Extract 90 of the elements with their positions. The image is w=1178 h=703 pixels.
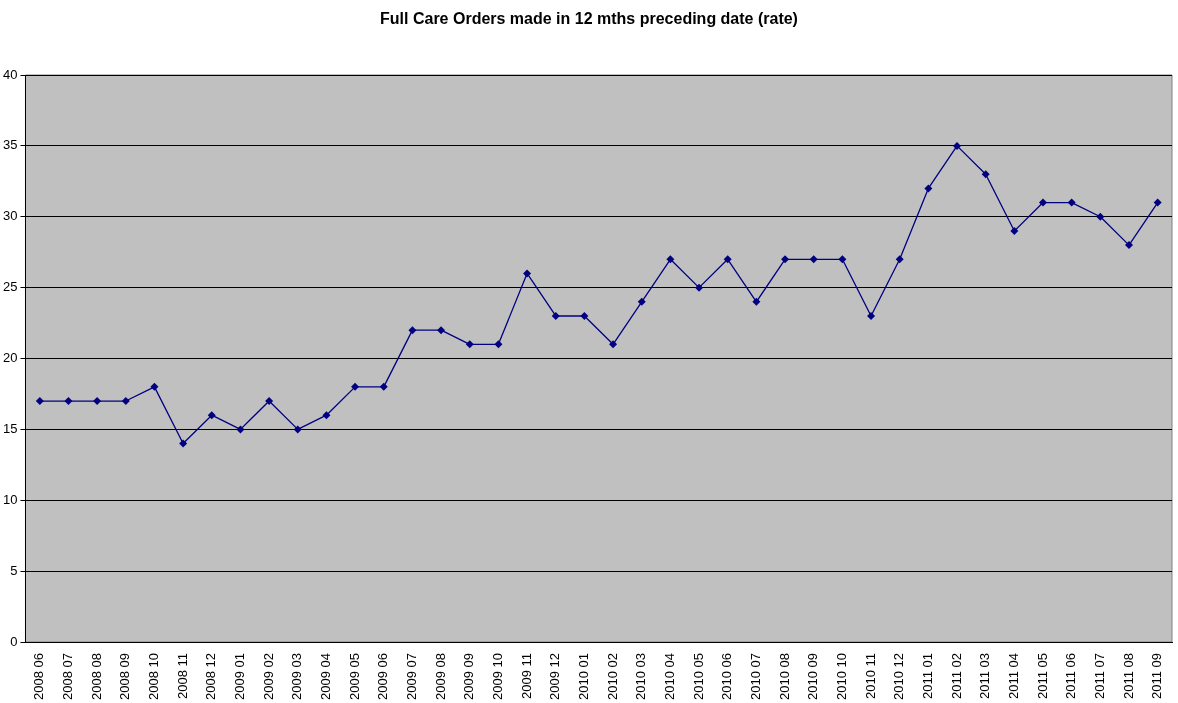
- x-tick-label: 2011 04: [1005, 653, 1021, 700]
- chart-title: Full Care Orders made in 12 mths preceding date (rate): [379, 9, 799, 29]
- point: [1067, 198, 1076, 207]
- x-tick-label: 2008 10: [146, 653, 162, 701]
- x-tick-label: 2010 06: [719, 653, 735, 701]
- point: [93, 397, 102, 406]
- point: [666, 255, 675, 264]
- point: [867, 311, 876, 320]
- x-tick-label: 2009 06: [375, 653, 391, 701]
- x-tick-label: 2009 07: [404, 653, 419, 701]
- point: [1096, 212, 1105, 221]
- x-tick-label: 2011 07: [1091, 653, 1107, 700]
- point: [523, 269, 532, 278]
- y-tick-label: 35: [2, 137, 18, 153]
- point: [809, 255, 818, 264]
- x-tick-label: 2008 12: [203, 653, 219, 701]
- point: [609, 340, 618, 349]
- point: [723, 255, 732, 264]
- x-tick-label: 2008 06: [31, 653, 47, 701]
- y-tick-label: 30: [2, 208, 18, 224]
- x-tick-label: 2010 09: [805, 653, 821, 701]
- x-tick-label: 2011 09: [1149, 653, 1165, 700]
- x-tick-label: 2010 04: [661, 653, 677, 701]
- x-tick-label: 2009 10: [489, 653, 505, 701]
- x-tick-label: 2011 03: [977, 653, 993, 700]
- y-tick-label: 10: [2, 491, 18, 507]
- point: [953, 141, 962, 150]
- point: [1125, 241, 1134, 250]
- point: [1039, 198, 1048, 207]
- point: [322, 411, 331, 420]
- x-tick-label: 2010 07: [747, 653, 763, 701]
- point: [752, 297, 761, 306]
- point: [1153, 198, 1162, 207]
- point: [35, 397, 44, 406]
- x-tick-label: 2009 03: [289, 653, 305, 701]
- point: [465, 340, 474, 349]
- x-tick-label: 2011 08: [1120, 653, 1136, 700]
- x-tick-label: 2008 07: [60, 653, 76, 701]
- x-tick-label: 2009 02: [260, 653, 276, 701]
- x-tick-label: 2011 05: [1034, 653, 1050, 700]
- y-tick-label: 0: [10, 633, 18, 649]
- x-tick-label: 2011 06: [1063, 653, 1079, 700]
- point: [494, 340, 503, 349]
- x-tick-label: 2009 01: [232, 653, 248, 701]
- x-tick-label: 2010 12: [891, 653, 907, 701]
- point: [236, 425, 245, 434]
- point: [1010, 226, 1019, 235]
- x-tick-label: 2010 01: [575, 653, 591, 701]
- point: [293, 425, 302, 434]
- point: [179, 439, 188, 448]
- point: [150, 382, 159, 391]
- x-tick-label: 2008 08: [88, 653, 104, 701]
- y-tick-label: 15: [2, 420, 18, 436]
- x-tick-label: 2010 02: [604, 653, 620, 701]
- point: [924, 184, 933, 193]
- x-tick-label: 2010 03: [633, 653, 649, 701]
- x-tick-label: 2009 09: [461, 653, 477, 701]
- x-tick-label: 2008 09: [117, 653, 133, 701]
- point: [437, 326, 446, 335]
- x-tick-label: 2010 08: [776, 653, 792, 701]
- y-tick-label: 25: [2, 279, 18, 295]
- point: [64, 397, 73, 406]
- point: [637, 297, 646, 306]
- x-tick-label: 2008 11: [174, 653, 190, 700]
- x-tick-label: 2010 11: [862, 653, 878, 700]
- x-tick-label: 2010 10: [833, 653, 849, 701]
- x-tick-label: 2009 12: [547, 653, 563, 701]
- x-tick-label: 2009 05: [346, 653, 362, 701]
- point: [895, 255, 904, 264]
- x-tick-label: 2011 02: [948, 653, 964, 700]
- x-tick-label: 2009 08: [432, 653, 448, 701]
- point: [379, 382, 388, 391]
- x-tick-label: 2010 05: [690, 653, 706, 701]
- y-tick-label: 40: [2, 66, 18, 82]
- x-tick-label: 2009 04: [318, 653, 333, 701]
- point: [838, 255, 847, 264]
- point: [408, 326, 417, 335]
- point: [121, 397, 130, 406]
- point: [695, 283, 704, 292]
- point: [781, 255, 790, 264]
- point: [981, 170, 990, 179]
- point: [351, 382, 360, 391]
- point: [207, 411, 216, 420]
- y-tick-label: 20: [2, 350, 18, 366]
- x-tick-label: 2011 01: [919, 653, 935, 700]
- y-tick-label: 5: [10, 562, 18, 578]
- point: [580, 311, 589, 320]
- x-tick-label: 2009 11: [518, 653, 534, 700]
- point: [551, 311, 560, 320]
- point: [265, 397, 274, 406]
